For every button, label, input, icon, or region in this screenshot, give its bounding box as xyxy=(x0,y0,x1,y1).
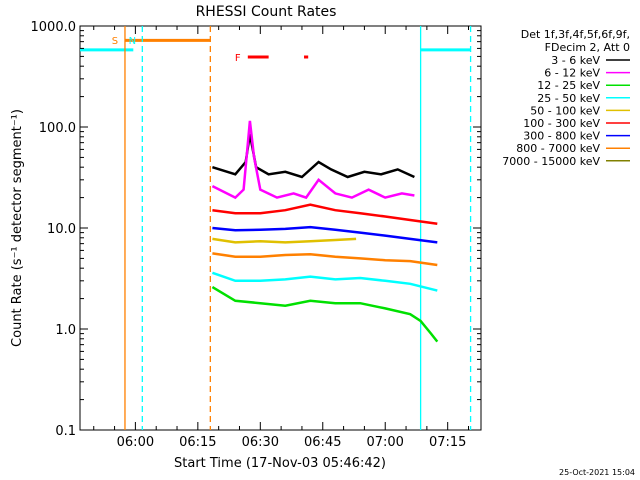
legend-entry-label: 300 - 800 keV xyxy=(523,130,600,143)
x-tick-label: 06:30 xyxy=(242,435,279,450)
y-tick-label: 100.0 xyxy=(39,121,76,136)
x-tick-label: 07:15 xyxy=(429,435,466,450)
legend-entry-label: 12 - 25 keV xyxy=(537,79,600,92)
series-line xyxy=(212,203,438,226)
chart-title: RHESSI Count Rates xyxy=(196,4,337,20)
x-tick-label: 06:00 xyxy=(117,435,154,450)
event-marker-label: S xyxy=(112,36,118,47)
series-line xyxy=(212,252,438,267)
y-axis-label: Count Rate (s⁻¹ detector segment⁻¹) xyxy=(10,109,25,347)
legend-entry-label: 6 - 12 keV xyxy=(544,67,600,80)
y-tick-label: 0.1 xyxy=(55,424,76,439)
flare-flag-label: F xyxy=(235,53,241,64)
legend-entry-label: 800 - 7000 keV xyxy=(516,142,600,155)
series-line xyxy=(212,237,357,244)
series-line xyxy=(212,133,415,179)
series-line xyxy=(211,286,439,343)
x-axis-label: Start Time (17-Nov-03 05:46:42) xyxy=(174,456,386,471)
legend-entry-label: 7000 - 15000 keV xyxy=(502,155,600,168)
legend-entry-label: 100 - 300 keV xyxy=(523,117,600,130)
legend-entry-label: 25 - 50 keV xyxy=(537,92,600,105)
legend-header: FDecim 2, Att 0 xyxy=(545,41,630,54)
x-tick-label: 06:45 xyxy=(304,435,341,450)
timestamp: 25-Oct-2021 15:04 xyxy=(559,468,635,477)
legend-entry-label: 50 - 100 keV xyxy=(530,104,600,117)
series-line xyxy=(211,120,415,200)
series-line xyxy=(211,271,438,292)
y-tick-label: 10.0 xyxy=(47,222,76,237)
y-tick-label: 1000.0 xyxy=(31,20,77,35)
legend-header: Det 1f,3f,4f,5f,6f,9f, xyxy=(521,28,630,41)
event-marker-label: N xyxy=(129,36,136,47)
series-line xyxy=(212,225,438,244)
legend-entry-label: 3 - 6 keV xyxy=(551,54,600,67)
y-tick-label: 1.0 xyxy=(55,323,76,338)
x-tick-label: 07:00 xyxy=(366,435,403,450)
x-tick-label: 06:15 xyxy=(179,435,216,450)
